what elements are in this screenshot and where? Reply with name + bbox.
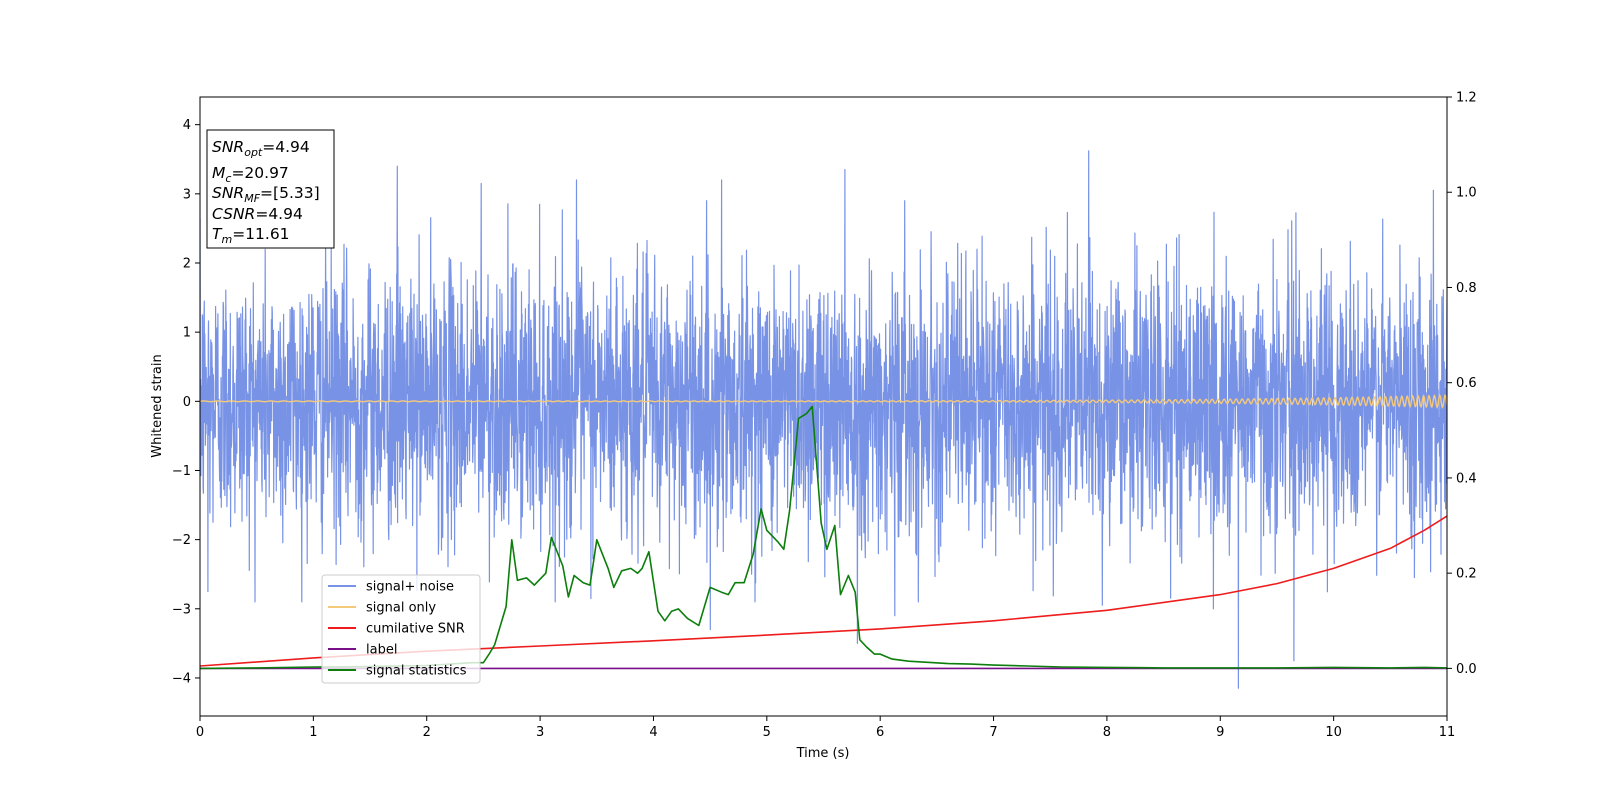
y-tick-label: −2 [172, 533, 191, 548]
y-tick-label: −3 [172, 602, 191, 617]
x-tick-label: 11 [1439, 725, 1456, 740]
annotation-line: SNRMF=[5.33] [212, 184, 320, 205]
annotation-line: Tm=11.61 [212, 225, 290, 246]
y-right-tick-label: 0.8 [1456, 281, 1477, 296]
y-tick-label: 2 [183, 256, 191, 271]
x-tick-label: 5 [763, 725, 771, 740]
annotation-line: Mc=20.97 [212, 164, 289, 185]
x-tick-label: 1 [309, 725, 317, 740]
x-tick-label: 4 [649, 725, 657, 740]
y-tick-label: −4 [172, 671, 191, 686]
annotation-box: SNRopt=4.94 Mc=20.97SNRMF=[5.33]CSNR=4.94… [206, 129, 335, 249]
y-axis-left: −4 −3 −2 −1 0 1 2 3 4 [172, 118, 200, 686]
y-tick-label: −1 [172, 464, 191, 479]
x-tick-label: 0 [196, 725, 204, 740]
legend: signal+ noise signal only cumilative SNR la… [321, 574, 481, 684]
series-line-signal-only [200, 393, 1447, 409]
y-tick-label: 3 [183, 187, 191, 202]
y-tick-label: 4 [183, 118, 191, 133]
x-tick-label: 7 [989, 725, 997, 740]
x-tick-label: 8 [1103, 725, 1111, 740]
y-axis-right: 0.0 0.2 0.4 0.6 0.8 1.0 1.2 [1447, 91, 1477, 677]
annotation-line: SNRopt=4.94 [212, 138, 310, 159]
series-line-signal-statistics [200, 405, 1447, 670]
y-right-tick-label: 0.4 [1456, 471, 1477, 486]
x-tick-label: 10 [1325, 725, 1342, 740]
legend-entry: label [366, 643, 397, 658]
y-right-tick-label: 1.2 [1456, 91, 1477, 106]
y-right-tick-label: 0.6 [1456, 376, 1477, 391]
y-right-tick-label: 0.2 [1456, 567, 1477, 582]
x-axis: 0 1 2 3 4 5 6 7 8 9 10 11 [196, 716, 1455, 740]
x-tick-label: 9 [1216, 725, 1224, 740]
y-tick-label: 0 [183, 395, 191, 410]
y-right-tick-label: 1.0 [1456, 186, 1477, 201]
y-axis-label: Whitened strain [150, 354, 165, 457]
legend-entry: signal statistics [366, 664, 467, 679]
x-tick-label: 2 [423, 725, 431, 740]
x-axis-label: Time (s) [796, 746, 850, 761]
x-tick-label: 3 [536, 725, 544, 740]
legend-entry: cumilative SNR [366, 622, 465, 637]
y-tick-label: 1 [183, 326, 191, 341]
legend-frame [321, 574, 481, 684]
annotation-frame [206, 129, 335, 249]
plot-frame [199, 96, 1448, 717]
x-tick-label: 6 [876, 725, 884, 740]
y-right-tick-label: 0.0 [1456, 662, 1477, 677]
annotation-line: CSNR=4.94 [212, 205, 303, 223]
legend-entry: signal+ noise [366, 580, 454, 595]
legend-entry: signal only [366, 601, 436, 616]
series-line-signal-noise [200, 150, 1447, 689]
